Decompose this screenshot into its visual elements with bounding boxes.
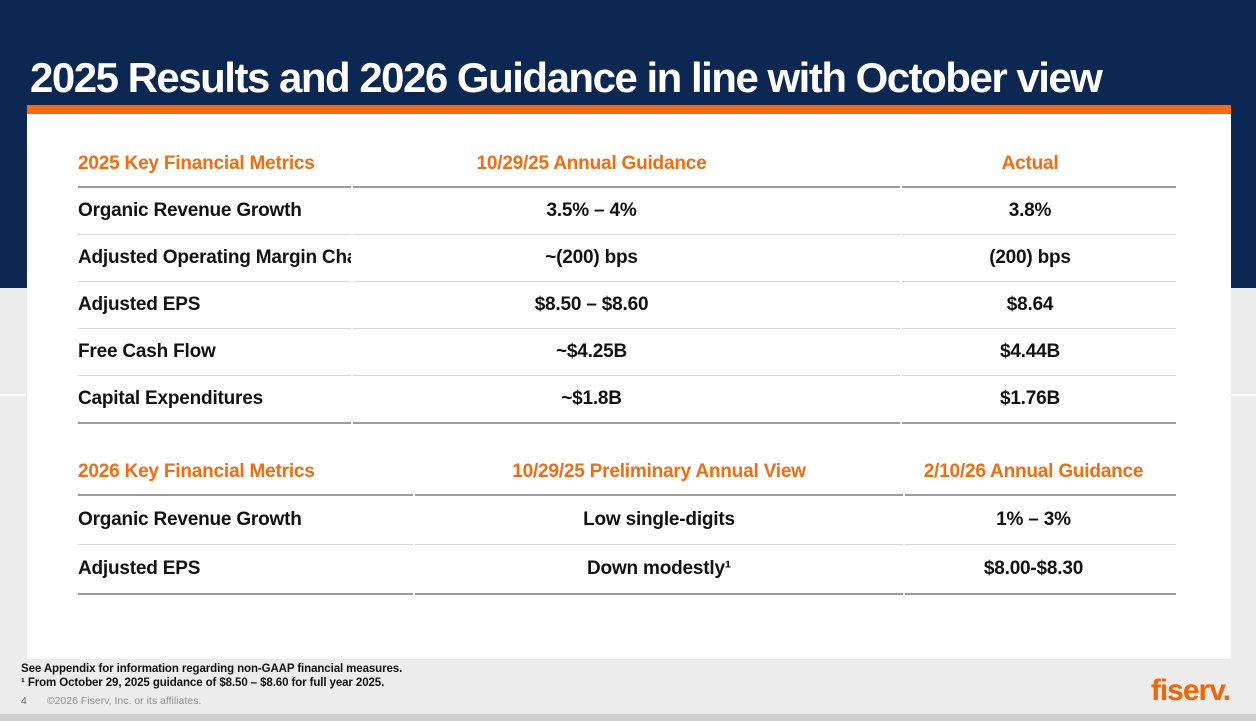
- page-number: 4: [21, 695, 27, 707]
- metric-cell: Free Cash Flow: [78, 329, 351, 376]
- guidance-cell: ~$4.25B: [353, 329, 900, 376]
- actual-cell: $4.44B: [902, 329, 1176, 376]
- copyright-text: ©2026 Fiserv, Inc. or its affiliates.: [46, 695, 202, 707]
- table2-header-preliminary-view: 10/29/25 Preliminary Annual View: [415, 450, 903, 496]
- guidance-cell: $8.50 – $8.60: [353, 282, 900, 329]
- actual-cell: (200) bps: [902, 235, 1176, 282]
- table-2026-metrics: 2026 Key Financial Metrics 10/29/25 Prel…: [76, 450, 1178, 595]
- metric-cell: Organic Revenue Growth: [78, 496, 413, 545]
- table1-header-metrics: 2025 Key Financial Metrics: [78, 142, 351, 188]
- table-header-row: 2025 Key Financial Metrics 10/29/25 Annu…: [78, 142, 1176, 188]
- guidance-cell: 1% – 3%: [905, 496, 1176, 545]
- actual-cell: $1.76B: [902, 376, 1176, 424]
- metric-cell: Adjusted EPS: [78, 545, 413, 595]
- table-row: Adjusted EPS $8.50 – $8.60 $8.64: [78, 282, 1176, 329]
- table-header-row: 2026 Key Financial Metrics 10/29/25 Prel…: [78, 450, 1176, 496]
- fiserv-logo: fiserv.: [1150, 674, 1231, 707]
- preliminary-cell: Low single-digits: [415, 496, 903, 545]
- table-row: Capital Expenditures ~$1.8B $1.76B: [78, 376, 1176, 424]
- actual-cell: 3.8%: [902, 188, 1176, 235]
- metric-cell: Capital Expenditures: [78, 376, 351, 424]
- orange-accent-bar: [27, 105, 1231, 114]
- metric-cell: Organic Revenue Growth: [78, 188, 351, 235]
- table1-header-actual: Actual: [902, 142, 1176, 188]
- footnote-non-gaap: See Appendix for information regarding n…: [21, 663, 403, 675]
- table-row: Adjusted Operating Margin Change ~(200) …: [78, 235, 1176, 282]
- guidance-cell: 3.5% – 4%: [353, 188, 900, 235]
- guidance-cell: ~(200) bps: [353, 235, 900, 282]
- table2-header-metrics: 2026 Key Financial Metrics: [78, 450, 413, 496]
- metric-cell: Adjusted EPS: [78, 282, 351, 329]
- actual-cell: $8.64: [902, 282, 1176, 329]
- table1-header-guidance: 10/29/25 Annual Guidance: [353, 142, 900, 188]
- table-row: Organic Revenue Growth Low single-digits…: [78, 496, 1176, 545]
- preliminary-cell: Down modestly¹: [415, 545, 903, 595]
- table2-header-guidance: 2/10/26 Annual Guidance: [905, 450, 1176, 496]
- table-2025-metrics: 2025 Key Financial Metrics 10/29/25 Annu…: [76, 142, 1178, 424]
- content-card: 2025 Key Financial Metrics 10/29/25 Annu…: [27, 114, 1231, 659]
- guidance-cell: $8.00-$8.30: [905, 545, 1176, 595]
- slide-title: 2025 Results and 2026 Guidance in line w…: [30, 54, 1103, 102]
- bottom-edge-strip: [0, 714, 1256, 721]
- footnote-prior-guidance: ¹ From October 29, 2025 guidance of $8.5…: [21, 676, 385, 689]
- table-row: Adjusted EPS Down modestly¹ $8.00-$8.30: [78, 545, 1176, 595]
- table-row: Organic Revenue Growth 3.5% – 4% 3.8%: [78, 188, 1176, 235]
- guidance-cell: ~$1.8B: [353, 376, 900, 424]
- table-row: Free Cash Flow ~$4.25B $4.44B: [78, 329, 1176, 376]
- footnotes: See Appendix for information regarding n…: [21, 663, 402, 690]
- footer-meta: 4 ©2026 Fiserv, Inc. or its affiliates.: [21, 695, 201, 707]
- metric-cell: Adjusted Operating Margin Change: [78, 235, 351, 282]
